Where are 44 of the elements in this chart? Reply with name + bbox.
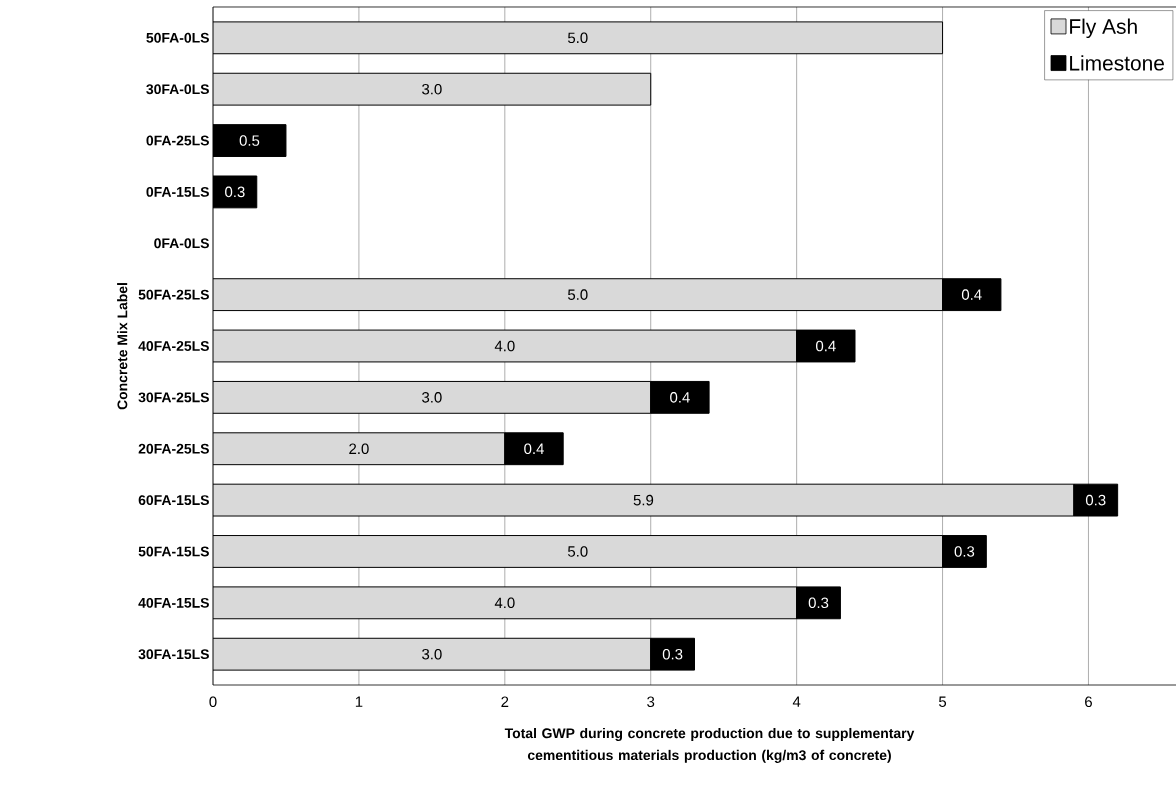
y-tick-label: 50FA-25LS [138, 289, 209, 300]
y-tick-label: 30FA-15LS [138, 649, 209, 660]
y-axis-title: Concrete Mix Label [117, 283, 128, 410]
y-tick-label: 60FA-15LS [138, 495, 209, 506]
x-tick-label: 4 [792, 696, 801, 707]
y-tick-label: 0FA-0LS [154, 238, 209, 249]
x-tick-label: 0 [209, 696, 217, 708]
data-label: 0.3 [808, 597, 829, 609]
y-tick-label: 0FA-15LS [146, 186, 209, 197]
y-tick-label: 40FA-25LS [138, 341, 209, 351]
data-label: 5.0 [567, 32, 588, 44]
data-label: 5.9 [633, 494, 654, 506]
y-tick-label: 50FA-15LS [138, 546, 209, 557]
data-label: 0.4 [670, 392, 690, 403]
y-tick-label: 50FA-0LS [146, 32, 209, 43]
legend-label: Fly Ash [1070, 18, 1137, 39]
data-label: 0.3 [225, 186, 245, 198]
data-label: 0.4 [961, 289, 982, 300]
data-label: 0.3 [662, 648, 683, 660]
data-label: 0.3 [954, 546, 975, 557]
y-tick-label: 20FA-25LS [138, 443, 209, 454]
x-tick-label: 5 [938, 696, 947, 707]
x-axis-title: Total GWP during concrete production due to supplementary cementitious materials production (kg/m3 of concrete) [504, 727, 915, 763]
data-label: 0.4 [816, 340, 836, 352]
data-label: 3.0 [422, 83, 442, 95]
data-label: 0.5 [239, 135, 260, 146]
y-tick-label: 0FA-25LS [146, 135, 209, 146]
data-label: 3.0 [422, 392, 442, 403]
x-tick-label: 2 [501, 696, 509, 707]
data-label: 4.0 [494, 597, 515, 609]
x-tick-label: 1 [355, 696, 363, 707]
data-label: 4.0 [494, 340, 515, 352]
data-label: 0.4 [524, 443, 544, 455]
y-tick-label: 30FA-0LS [146, 84, 209, 95]
legend-label: Limestone [1070, 55, 1164, 71]
data-label: 0.3 [1085, 494, 1106, 506]
x-tick-label: 6 [1085, 696, 1092, 708]
data-label: 5.0 [567, 546, 588, 557]
data-label: 3.0 [422, 648, 442, 660]
data-label: 2.0 [349, 443, 369, 455]
y-tick-label: 40FA-15LS [138, 597, 209, 608]
data-label: 5.0 [567, 289, 588, 300]
x-tick-label: 3 [647, 696, 655, 708]
y-tick-label: 30FA-25LS [138, 392, 209, 403]
